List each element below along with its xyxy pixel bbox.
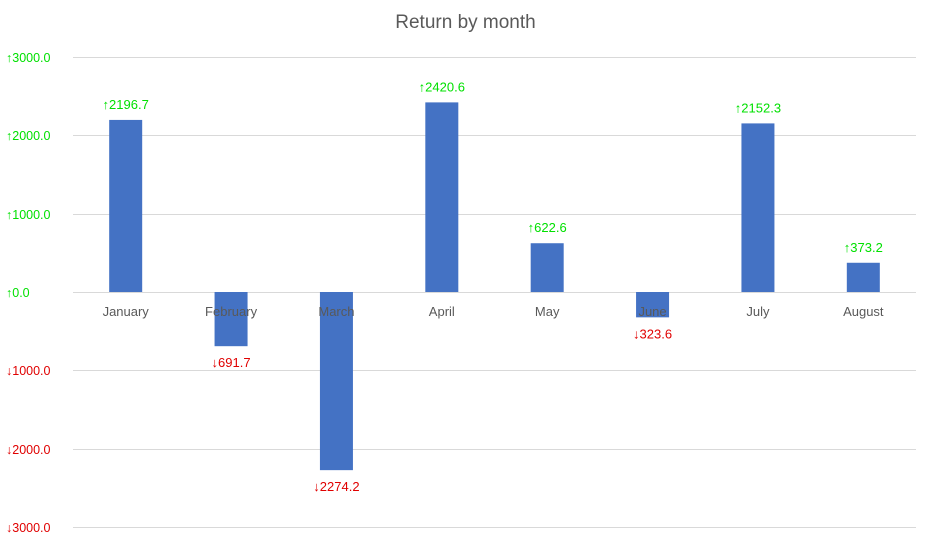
data-label: ↑2420.6: [419, 79, 465, 94]
x-tick-label: August: [843, 304, 884, 319]
y-tick-label: ↓3000.0: [6, 521, 51, 535]
y-tick-label: ↑2000.0: [6, 129, 51, 143]
data-label: ↑2152.3: [735, 100, 781, 115]
bar-may: [530, 243, 564, 292]
y-tick-label: ↑1000.0: [6, 208, 51, 222]
bar-march: [319, 292, 353, 471]
bar-january: [109, 119, 143, 292]
x-tick-label: May: [535, 304, 560, 319]
x-tick-label: March: [318, 304, 354, 319]
bar-june: [636, 292, 670, 318]
bar-august: [846, 262, 880, 292]
x-tick-label: February: [205, 304, 258, 319]
bar-february: [214, 292, 248, 347]
chart-title: Return by month: [395, 12, 536, 33]
data-label: ↑2196.7: [103, 97, 149, 112]
x-tick-label: January: [103, 304, 150, 319]
data-label: ↓323.6: [633, 326, 672, 341]
x-tick-label: April: [429, 304, 455, 319]
bar-april: [425, 102, 459, 293]
x-tick-label: June: [638, 304, 666, 319]
data-label: ↑622.6: [528, 220, 567, 235]
y-tick-label: ↓1000.0: [6, 364, 51, 378]
bars: [109, 102, 880, 471]
bar-july: [741, 123, 775, 292]
gridlines: [73, 57, 916, 528]
labels: ↑3000.0 ↑2000.0 ↑1000.0 ↑0.0 ↓1000.0 ↓2000.0 ↓…: [6, 51, 884, 535]
y-tick-label: ↑0.0: [6, 286, 30, 300]
data-label: ↓691.7: [212, 355, 251, 370]
x-tick-label: July: [746, 304, 770, 319]
data-label: ↓2274.2: [313, 479, 359, 494]
y-tick-label: ↓2000.0: [6, 443, 51, 457]
y-tick-label: ↑3000.0: [6, 51, 51, 65]
data-label: ↑373.2: [844, 240, 883, 255]
